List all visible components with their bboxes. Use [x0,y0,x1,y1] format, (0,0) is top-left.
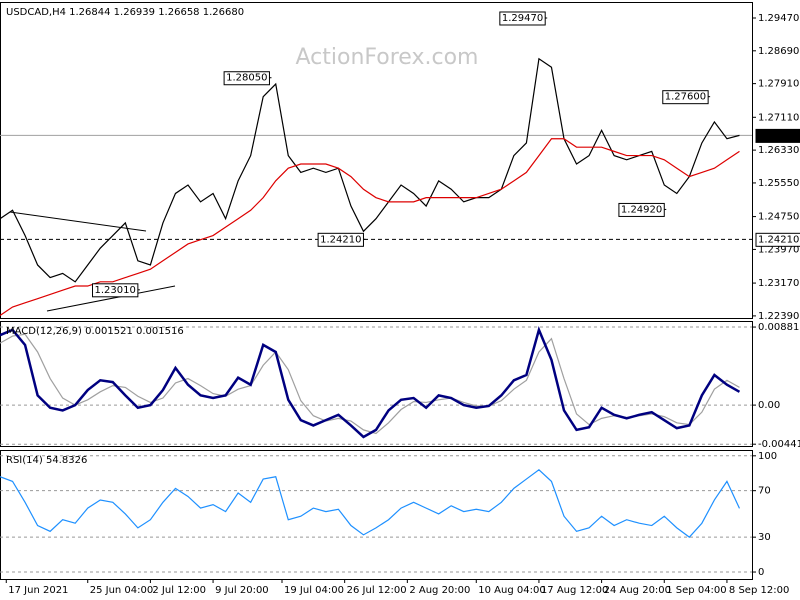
annotation-label-box [92,283,139,298]
series-line [0,138,740,316]
panel-title: USDCAD,H4 1.26844 1.26939 1.26658 1.2668… [6,7,244,18]
y-tick-label: 100 [758,451,777,462]
y-tick-label: 1.24750 [758,212,799,223]
series-line [0,326,741,439]
annotation-label: 1.24210 [320,234,361,245]
panel-border [0,321,753,447]
y-tick-label: 1.28690 [758,46,799,57]
y-tick-label: 0.008816 [758,322,800,333]
current-price-label: 1.26680 [758,130,799,141]
annotation-label: 1.28050 [226,73,267,84]
y-tick-label: 30 [758,532,771,543]
watermark: ActionForex.com [296,45,479,70]
annotation-label-box [662,90,709,105]
x-tick-label: 19 Jul 04:00 [284,585,344,596]
annotation-label-box [317,232,364,247]
trend-line [9,211,147,232]
series-line [0,468,741,538]
series-line [0,57,740,283]
annotation-label: 1.27600 [665,92,706,103]
x-tick-label: 2 Aug 20:00 [409,585,470,596]
y-tick-label: 0.00 [758,400,780,411]
y-tick-label: 1.23970 [758,244,799,255]
annotation-label-box [618,202,665,217]
x-tick-label: 1 Sep 04:00 [666,585,726,596]
panel-title: MACD(12,26,9) 0.001521 0.001516 [6,326,184,337]
annotation-label: 1.23010 [95,285,136,296]
x-tick-label: 10 Aug 04:00 [478,585,545,596]
y-tick-label: 1.23170 [758,278,799,289]
y-tick-label: 1.29470 [758,13,799,24]
y-tick-label: 1.25550 [758,178,799,189]
annotation-label-box [499,11,546,26]
trend-line [46,285,176,312]
x-tick-label: 8 Sep 12:00 [729,585,789,596]
panel-border [0,2,753,319]
current-price-label-box [755,128,800,143]
annotation-label: 1.29470 [502,13,543,24]
y-tick-label: 70 [758,486,771,497]
annotation-label-box [223,71,270,86]
y-tick-label: 1.26330 [758,145,799,156]
y-tick-label: 1.27910 [758,79,799,90]
panel-border [0,450,753,580]
x-tick-label: 17 Jun 2021 [8,585,68,596]
x-tick-label: 26 Jul 12:00 [347,585,407,596]
x-tick-label: 17 Aug 12:00 [541,585,608,596]
support-label: 1.24210 [758,234,799,245]
annotation-label: 1.24920 [621,204,662,215]
x-tick-label: 2 Jul 12:00 [152,585,206,596]
x-tick-label: 24 Aug 20:00 [604,585,671,596]
y-tick-label: -0.004416 [758,439,800,450]
support-label-box [755,232,800,247]
y-tick-label: 0 [758,567,764,578]
y-tick-label: 1.27110 [758,112,799,123]
x-tick-label: 9 Jul 20:00 [215,585,269,596]
panel-title: RSI(14) 54.8326 [6,455,87,466]
x-tick-label: 25 Jun 04:00 [90,585,154,596]
y-tick-label: 1.22390 [758,311,799,322]
